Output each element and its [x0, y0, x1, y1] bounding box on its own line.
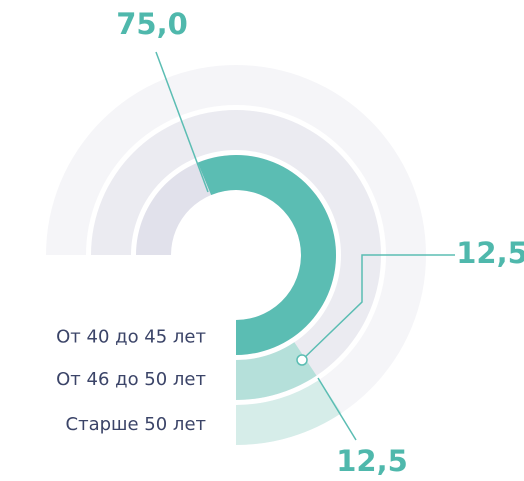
legend-label: Старше 50 лет	[66, 414, 206, 435]
legend-label: От 46 до 50 лет	[56, 369, 206, 390]
leader-dot	[296, 354, 308, 366]
value-label: 75,0	[116, 7, 188, 41]
leader-line	[317, 377, 357, 441]
value-label: 12,5	[336, 444, 408, 477]
leader-line	[301, 254, 455, 361]
bar	[197, 154, 336, 355]
track	[91, 110, 381, 400]
value-label: 12,5	[456, 236, 524, 270]
bars	[197, 154, 342, 445]
bar	[236, 342, 317, 400]
legend-label: От 40 до 45 лет	[56, 327, 206, 348]
bar	[236, 379, 342, 445]
leader-line	[155, 51, 209, 193]
